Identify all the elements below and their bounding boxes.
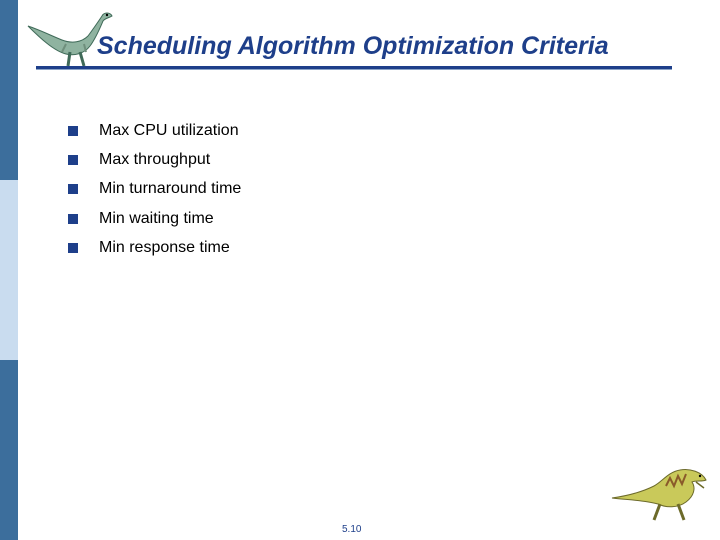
bullet-text: Max CPU utilization [99, 121, 239, 139]
square-bullet-icon [68, 125, 78, 136]
dinosaur-logo-icon [27, 12, 113, 67]
page-number: 5.10 [342, 524, 362, 535]
slide-title: Scheduling Algorithm Optimization Criter… [97, 32, 609, 60]
bullet-text: Min turnaround time [99, 180, 242, 198]
dinosaur-icon [611, 469, 707, 521]
list-item: Min turnaround time [68, 175, 241, 204]
bullet-list: Max CPU utilization Max throughput Min t… [68, 116, 241, 262]
left-stripe-bottom [0, 360, 18, 540]
bullet-text: Max throughput [99, 150, 211, 168]
left-stripe-middle [0, 180, 18, 360]
bullet-text: Min waiting time [99, 209, 214, 227]
bullet-text: Min response time [99, 238, 230, 256]
square-bullet-icon [68, 154, 78, 165]
square-bullet-icon [68, 242, 78, 253]
title-underline [36, 66, 672, 69]
list-item: Min waiting time [68, 204, 241, 233]
square-bullet-icon [68, 184, 78, 195]
list-item: Max throughput [68, 145, 241, 174]
square-bullet-icon [68, 213, 78, 224]
list-item: Min response time [68, 233, 241, 262]
left-stripe-top [0, 0, 18, 180]
title-underline-shadow [36, 69, 672, 70]
list-item: Max CPU utilization [68, 116, 241, 145]
